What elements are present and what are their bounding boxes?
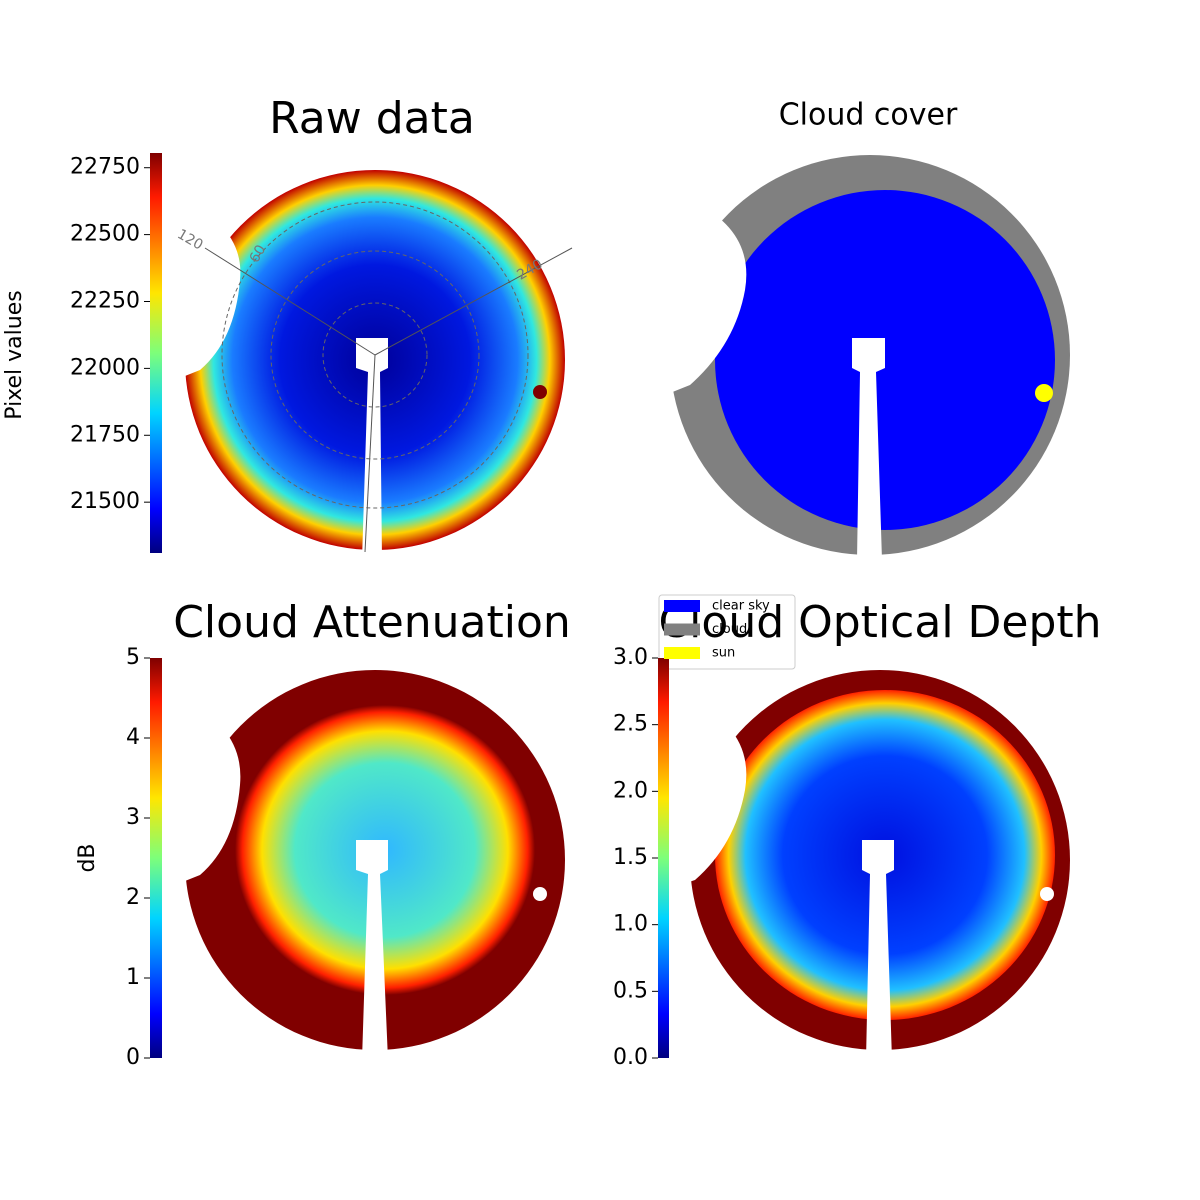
colorbar	[150, 153, 162, 553]
colorbar-tick-label: 2	[126, 885, 140, 910]
colorbar-label: Pixel values	[2, 290, 27, 419]
colorbar-tick-label: 4	[126, 725, 140, 750]
colorbar-tick-label: 3	[126, 805, 140, 830]
raw-image	[175, 170, 573, 560]
attenuation-image	[175, 670, 565, 1060]
colorbar	[658, 658, 669, 1058]
polar-label: 60	[247, 242, 270, 265]
legend-label: sun	[712, 646, 735, 661]
legend-swatch	[664, 600, 700, 612]
colorbar-tick-label: 22000	[70, 355, 140, 380]
colorbar-tick-label: 0.5	[613, 978, 648, 1003]
cloud-cover-image	[665, 155, 1070, 560]
colorbar-tick-label: 3.0	[613, 645, 648, 670]
legend-swatch	[664, 623, 700, 636]
colorbar-tick-label: 0.0	[613, 1045, 648, 1070]
panel-title: Raw data	[269, 93, 475, 144]
colorbar-tick-label: 2.0	[613, 778, 648, 803]
colorbar-tick-label: 1	[126, 965, 140, 990]
panel-title: Cloud cover	[779, 98, 958, 133]
legend-label: clear sky	[712, 599, 770, 614]
colorbar-tick-label: 22250	[70, 288, 140, 313]
colorbar-tick-label: 22500	[70, 222, 140, 247]
colorbar-tick-label: 5	[126, 645, 140, 670]
legend-label: cloud	[712, 622, 747, 637]
panel-title: Cloud Attenuation	[173, 597, 571, 648]
colorbar-tick-label: 1.5	[613, 845, 648, 870]
colorbar-tick-label: 1.0	[613, 912, 648, 937]
panel-title: Cloud Optical Depth	[658, 597, 1101, 648]
legend-swatch	[664, 647, 700, 659]
colorbar-tick-label: 21750	[70, 422, 140, 447]
colorbar-tick-label: 0	[126, 1045, 140, 1070]
colorbar-tick-label: 21500	[70, 489, 140, 514]
colorbar-tick-label: 2.5	[613, 712, 648, 737]
colorbar-label: dB	[75, 843, 100, 872]
colorbar-tick-label: 22750	[70, 155, 140, 180]
colorbar	[150, 658, 162, 1058]
optical-depth-image	[680, 670, 1070, 1060]
sun-marker	[1035, 384, 1053, 402]
